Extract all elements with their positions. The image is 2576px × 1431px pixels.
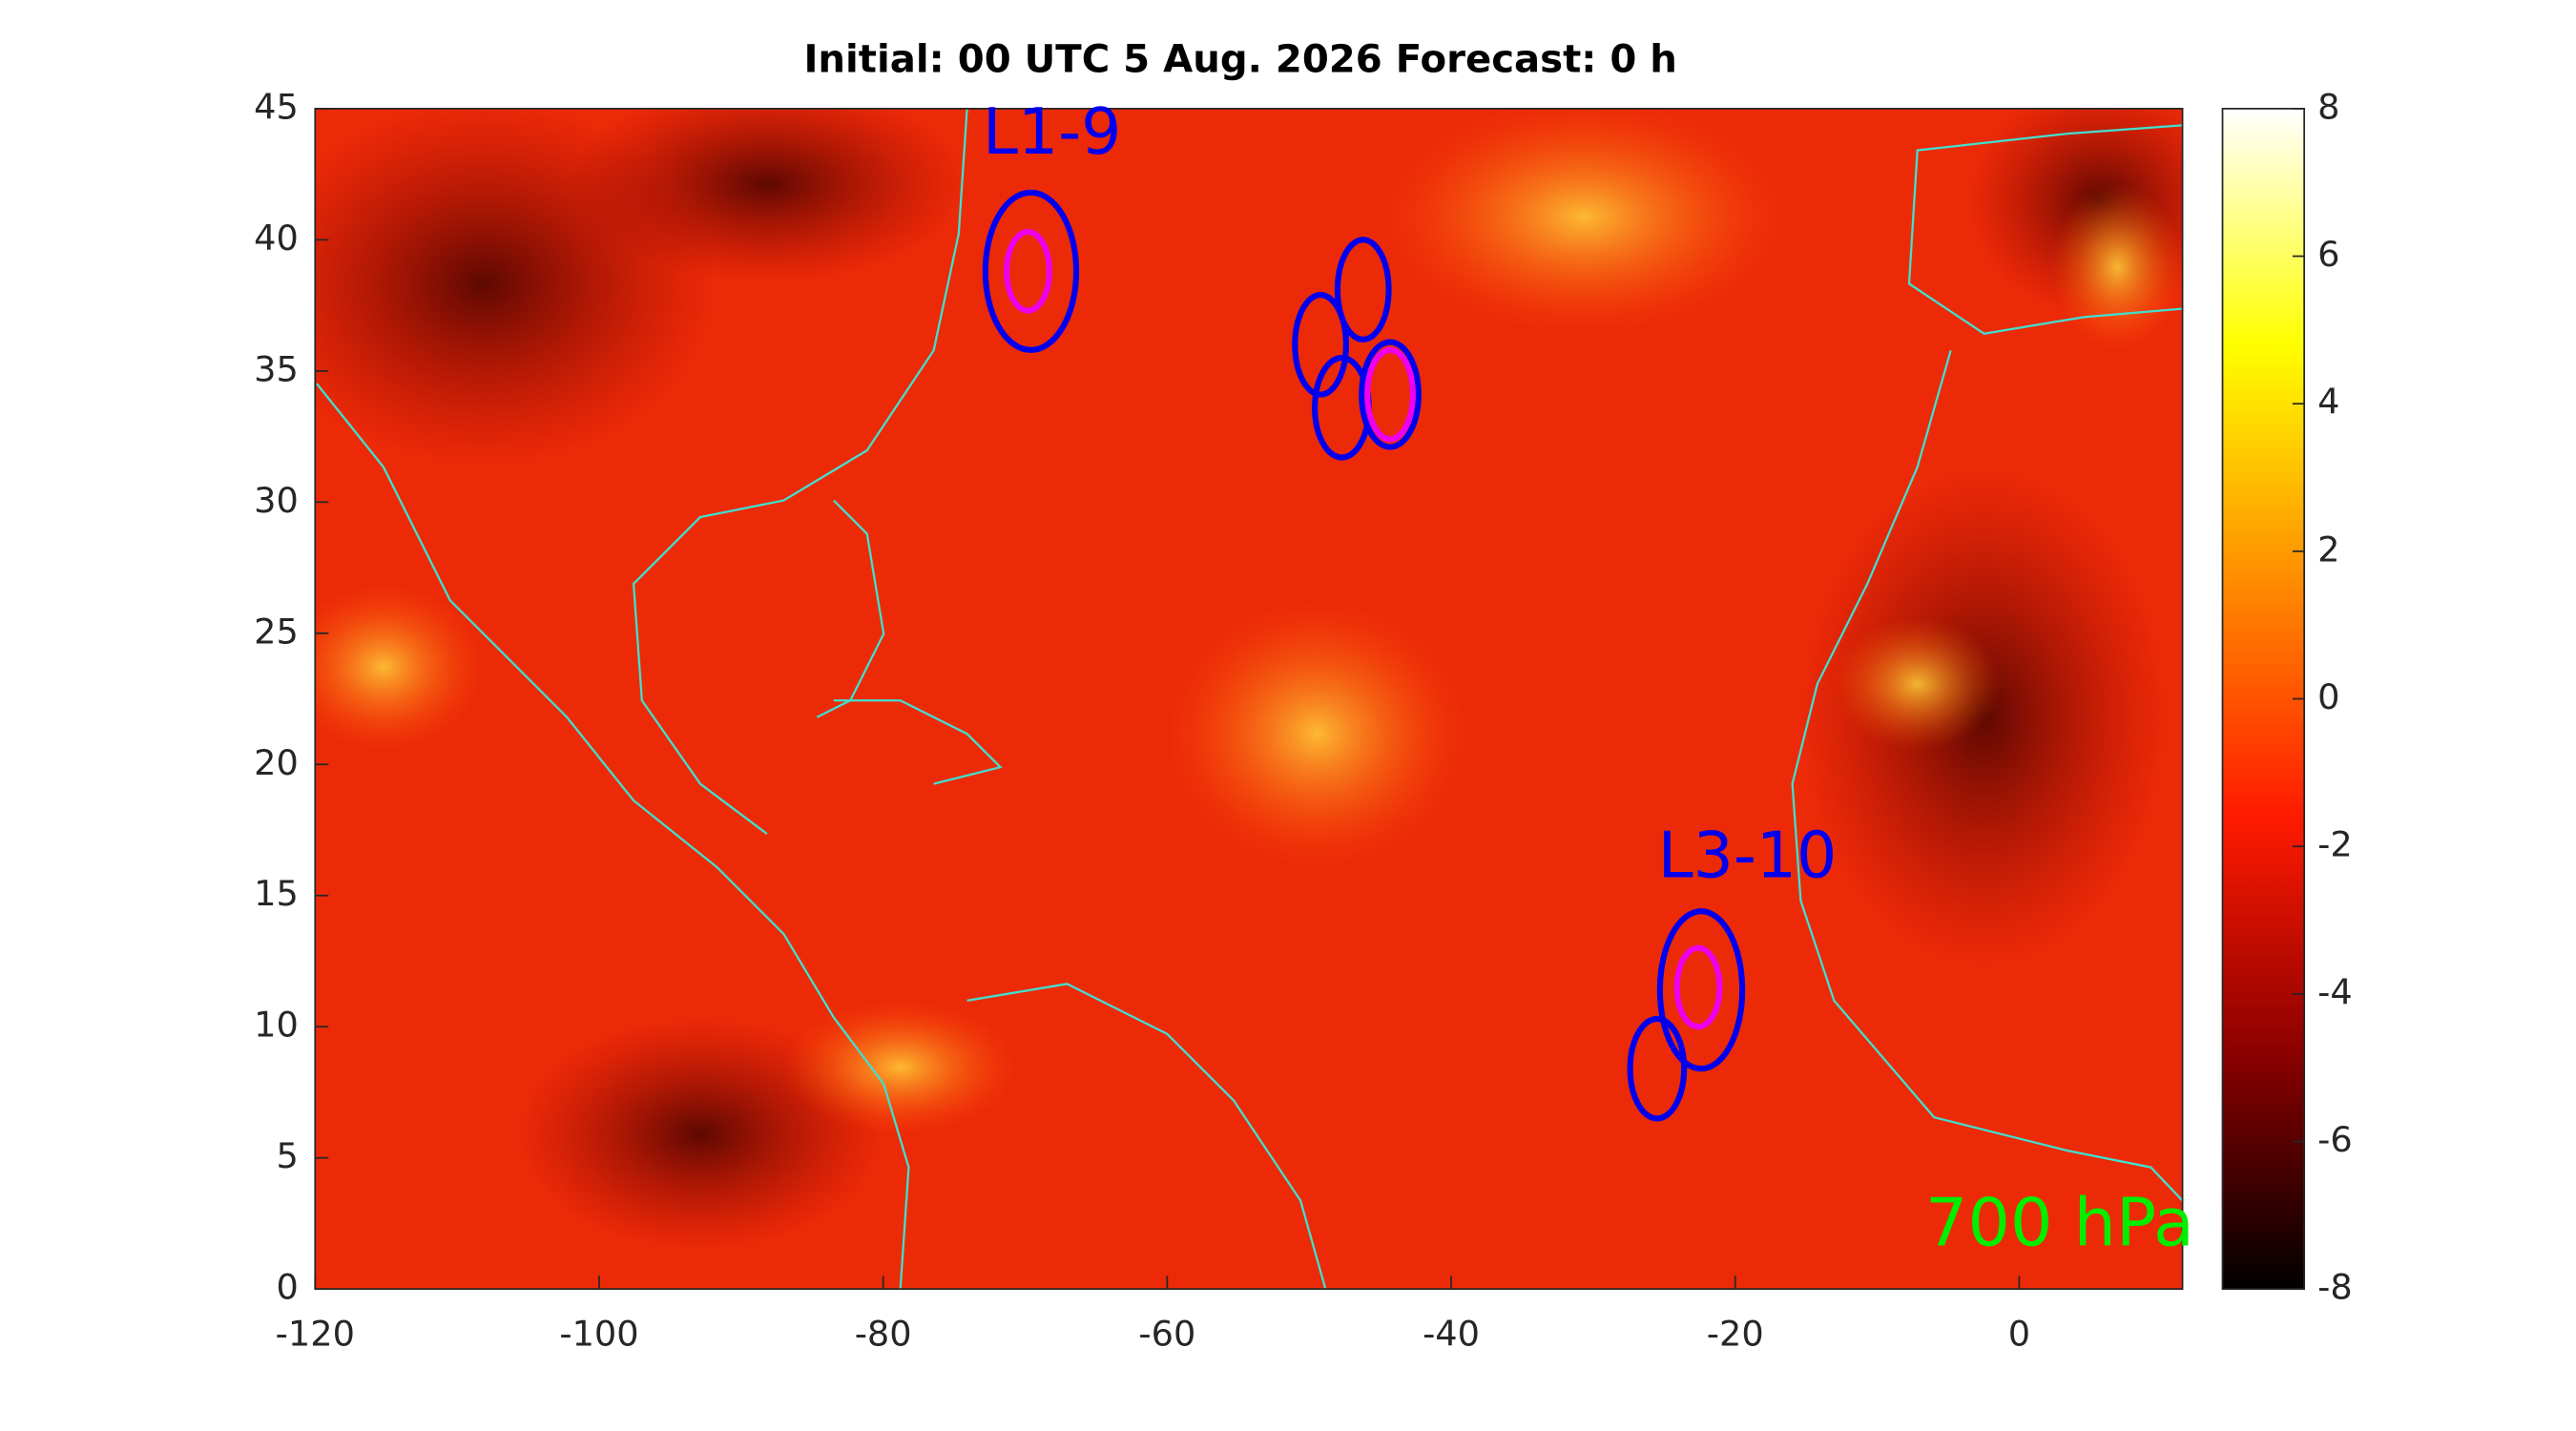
colorbar bbox=[2221, 108, 2306, 1291]
field bbox=[315, 108, 2183, 1290]
colorbar-tick-label: -6 bbox=[2317, 1119, 2353, 1160]
colorbar-tick-label: 8 bbox=[2317, 86, 2339, 127]
storm-marker bbox=[1334, 237, 1392, 342]
x-tick-label: -60 bbox=[1138, 1314, 1195, 1355]
x-tick-label: -20 bbox=[1707, 1314, 1764, 1355]
y-tick-label: 15 bbox=[254, 873, 299, 914]
storm-label: L3-10 bbox=[1658, 819, 1838, 893]
storm-marker bbox=[982, 189, 1080, 353]
y-tick-label: 30 bbox=[254, 480, 299, 521]
storm-marker bbox=[1359, 339, 1422, 450]
colorbar-tick-label: 4 bbox=[2317, 382, 2339, 423]
colorbar-tick-label: 6 bbox=[2317, 234, 2339, 275]
x-tick-label: 0 bbox=[2008, 1314, 2030, 1355]
chart-title: Initial: 00 UTC 5 Aug. 2026 Forecast: 0 … bbox=[803, 37, 1676, 81]
storm-marker bbox=[1004, 229, 1052, 314]
x-tick-label: -120 bbox=[276, 1314, 355, 1355]
plot-frame bbox=[314, 108, 2184, 1291]
colorbar-tick-label: 0 bbox=[2317, 676, 2339, 717]
storm-label: L1-9 bbox=[983, 94, 1121, 169]
y-tick-label: 10 bbox=[254, 1005, 299, 1046]
y-tick-label: 40 bbox=[254, 218, 299, 259]
y-tick-label: 25 bbox=[254, 611, 299, 652]
x-tick-label: -80 bbox=[855, 1314, 912, 1355]
colorbar-tick-label: -2 bbox=[2317, 824, 2353, 865]
storm-marker bbox=[1364, 346, 1416, 443]
colorbar-tick-label: -8 bbox=[2317, 1267, 2353, 1308]
y-tick-label: 5 bbox=[276, 1135, 298, 1176]
x-tick-label: -100 bbox=[559, 1314, 638, 1355]
colorbar-tick-label: 2 bbox=[2317, 529, 2339, 570]
storm-marker bbox=[1627, 1015, 1688, 1122]
y-tick-label: 45 bbox=[254, 86, 299, 127]
y-tick-label: 35 bbox=[254, 348, 299, 389]
y-tick-label: 0 bbox=[276, 1267, 298, 1308]
storm-marker bbox=[1292, 292, 1349, 398]
colorbar-tick-label: -4 bbox=[2317, 971, 2353, 1012]
level-label: 700 hPa bbox=[1925, 1185, 2194, 1262]
y-tick-label: 20 bbox=[254, 742, 299, 783]
x-tick-label: -40 bbox=[1423, 1314, 1480, 1355]
storm-marker bbox=[1673, 944, 1723, 1030]
storm-marker bbox=[1656, 908, 1746, 1072]
